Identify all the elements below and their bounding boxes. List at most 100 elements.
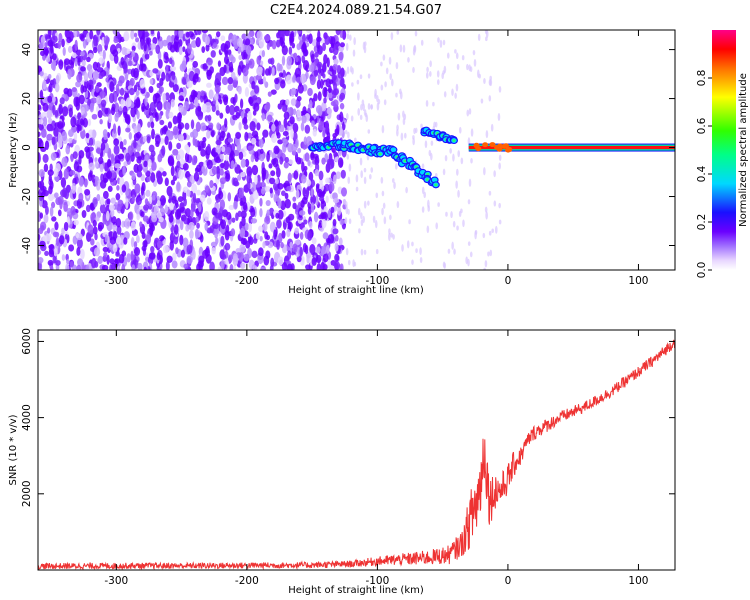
- noise-speckle: [135, 197, 142, 206]
- faint-speckle: [450, 211, 453, 219]
- noise-speckle: [261, 49, 266, 58]
- noise-speckle: [277, 182, 284, 190]
- faint-speckle: [429, 71, 432, 77]
- noise-speckle: [292, 122, 299, 133]
- noise-speckle: [269, 264, 274, 270]
- faint-speckle: [382, 202, 386, 209]
- faint-speckle: [449, 147, 452, 154]
- noise-speckle: [115, 217, 122, 228]
- noise-speckle: [98, 57, 105, 65]
- noise-speckle: [270, 170, 276, 177]
- noise-speckle: [217, 266, 223, 270]
- noise-speckle: [54, 109, 59, 118]
- noise-speckle: [197, 110, 204, 121]
- faint-speckle: [404, 132, 407, 139]
- noise-speckle: [313, 70, 319, 77]
- noise-speckle: [79, 248, 85, 260]
- noise-speckle: [293, 52, 298, 59]
- noise-speckle: [224, 172, 231, 182]
- noise-speckle: [159, 77, 164, 87]
- faint-speckle: [490, 123, 494, 132]
- faint-speckle: [345, 247, 349, 256]
- faint-speckle: [424, 140, 428, 149]
- noise-speckle: [188, 103, 195, 110]
- noise-speckle: [82, 85, 88, 93]
- noise-speckle: [151, 193, 156, 201]
- noise-speckle: [333, 174, 337, 185]
- noise-speckle: [117, 125, 121, 136]
- noise-speckle: [157, 153, 163, 163]
- noise-speckle: [126, 48, 131, 54]
- noise-speckle: [95, 85, 100, 93]
- noise-speckle: [338, 51, 344, 61]
- noise-speckle: [314, 52, 319, 58]
- faint-speckle: [474, 230, 477, 240]
- noise-speckle: [337, 71, 343, 79]
- noise-speckle: [333, 58, 339, 65]
- noise-speckle: [297, 30, 302, 34]
- noise-speckle: [230, 143, 236, 153]
- noise-speckle: [48, 248, 55, 258]
- noise-speckle: [184, 122, 190, 130]
- noise-speckle: [242, 238, 246, 246]
- colorbar-gradient: [712, 30, 736, 270]
- noise-speckle: [50, 152, 57, 161]
- noise-speckle: [136, 110, 140, 120]
- noise-speckle: [206, 82, 212, 88]
- noise-speckle: [78, 94, 85, 105]
- noise-speckle: [112, 123, 117, 134]
- noise-speckle: [259, 181, 266, 188]
- faint-speckle: [349, 34, 352, 41]
- noise-speckle: [179, 234, 184, 246]
- faint-speckle: [397, 112, 401, 121]
- noise-speckle: [289, 116, 295, 125]
- noise-speckle: [120, 56, 125, 66]
- noise-speckle: [333, 198, 340, 204]
- faint-speckle: [442, 168, 446, 176]
- noise-speckle: [172, 252, 177, 262]
- faint-speckle: [360, 170, 363, 179]
- noise-speckle: [95, 216, 100, 222]
- carrier-knot: [496, 146, 503, 152]
- noise-speckle: [199, 194, 206, 203]
- noise-speckle: [182, 237, 189, 248]
- noise-speckle: [253, 102, 260, 112]
- faint-speckle: [497, 113, 501, 122]
- noise-speckle: [225, 104, 230, 114]
- noise-speckle: [143, 204, 149, 211]
- faint-speckle: [456, 225, 459, 231]
- noise-speckle: [139, 221, 143, 228]
- faint-speckle: [468, 64, 471, 72]
- noise-speckle: [89, 169, 93, 178]
- noise-speckle: [42, 153, 49, 163]
- noise-speckle: [250, 137, 257, 145]
- noise-speckle: [280, 242, 284, 249]
- noise-speckle: [102, 246, 109, 253]
- noise-speckle: [228, 66, 234, 73]
- noise-speckle: [215, 237, 219, 245]
- noise-speckle: [256, 30, 263, 41]
- noise-speckle: [281, 230, 286, 239]
- noise-speckle: [246, 173, 252, 184]
- noise-speckle: [249, 120, 256, 132]
- noise-speckle: [314, 155, 320, 166]
- noise-speckle: [124, 217, 131, 229]
- noise-speckle: [339, 78, 345, 87]
- noise-speckle: [88, 137, 94, 146]
- noise-speckle: [321, 157, 326, 165]
- noise-speckle: [238, 54, 243, 61]
- noise-speckle: [332, 192, 338, 200]
- noise-speckle: [110, 106, 116, 116]
- noise-speckle: [61, 38, 65, 48]
- noise-speckle: [278, 72, 284, 78]
- noise-speckle: [270, 257, 275, 268]
- x-tick-label: -300: [104, 575, 128, 587]
- noise-speckle: [264, 186, 271, 192]
- faint-speckle: [466, 109, 470, 117]
- noise-speckle: [182, 163, 189, 171]
- noise-speckle: [225, 146, 232, 156]
- noise-speckle: [117, 79, 123, 87]
- spectrogram-xlabel: Height of straight line (km): [288, 285, 424, 296]
